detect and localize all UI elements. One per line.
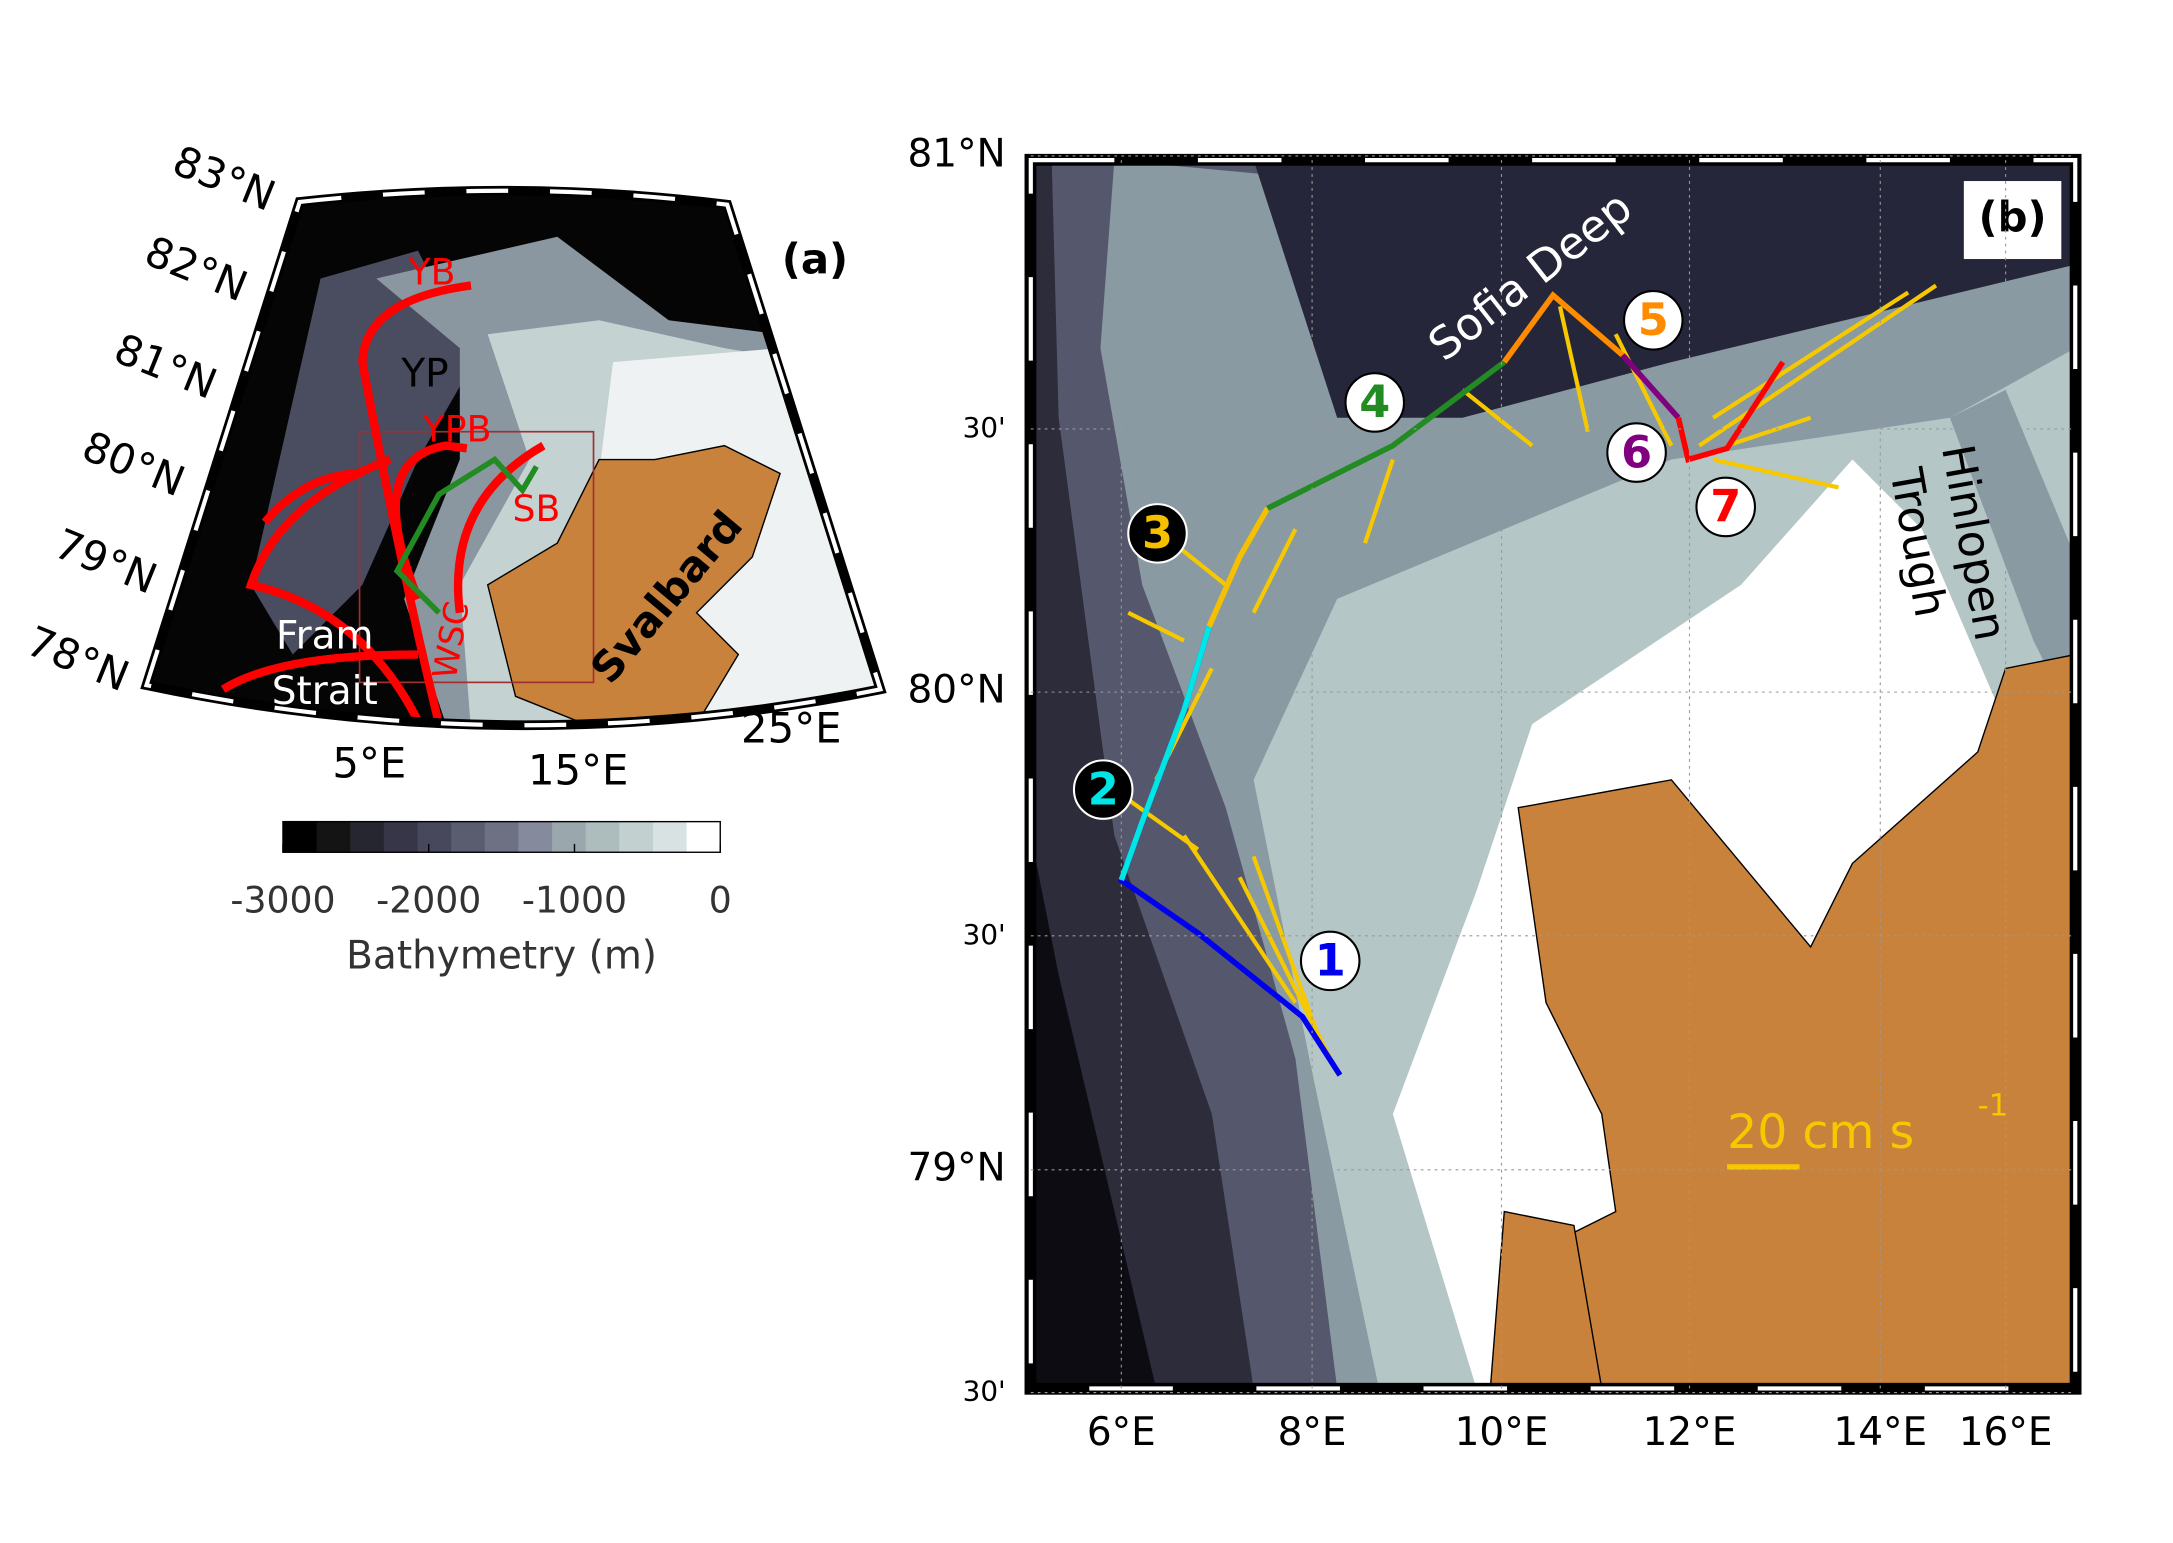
station-label: 1 (1315, 935, 1346, 987)
station-marker (1072, 759, 1134, 820)
panel-b-frame-dash (1028, 158, 2078, 1391)
lat-label: 30' (963, 411, 1006, 444)
scale-label: 20 cm s (1727, 1105, 1914, 1160)
station-label: 5 (1638, 294, 1669, 346)
lon-label: 15°E (528, 745, 628, 794)
station-label: 3 (1142, 507, 1173, 559)
panel-a-frame-dash (143, 188, 884, 728)
colorbar-tick-label: -2000 (376, 878, 481, 921)
region-label: YP (400, 352, 448, 397)
colorbar-swatch (417, 821, 452, 853)
lon-label: 10°E (1455, 1410, 1549, 1455)
colorbar-swatch (552, 821, 587, 853)
colorbar-swatch (350, 821, 385, 853)
lat-label: 30' (963, 1375, 1006, 1408)
colorbar-tick-label: -1000 (522, 878, 627, 921)
colorbar-tick-label: 0 (709, 878, 732, 921)
panel-label: (a) (782, 234, 848, 283)
station-marker (1606, 422, 1667, 483)
lat-label: 80°N (907, 668, 1005, 713)
lat-label: 83°N (166, 136, 282, 221)
colorbar-swatch (619, 821, 654, 853)
fram-label: Fram (276, 613, 373, 658)
lat-label: 81°N (108, 324, 224, 409)
station-marker (1299, 930, 1361, 992)
station-marker (1127, 503, 1188, 564)
station-label: 6 (1621, 426, 1652, 478)
lat-label: 79°N (48, 519, 164, 604)
region-label: YPB (422, 408, 492, 451)
scale-exponent: -1 (1978, 1089, 2009, 1124)
lat-label: 80°N (76, 421, 192, 506)
fram-label: Strait (272, 669, 378, 714)
colorbar-label: Bathymetry (m) (346, 934, 657, 979)
lat-label: 81°N (907, 131, 1005, 176)
station-label: 2 (1088, 763, 1119, 815)
colorbar-swatch (316, 821, 351, 853)
station-marker (1344, 372, 1406, 433)
colorbar-swatch (585, 821, 621, 853)
panel-b-label-box (1963, 181, 2062, 260)
colorbar-tick-label: -3000 (230, 878, 335, 921)
panel-label: (b) (1979, 193, 2047, 242)
region-label: SB (513, 487, 561, 530)
station-label: 7 (1710, 481, 1741, 533)
region-label: YB (408, 250, 456, 293)
lat-label: 82°N (138, 226, 254, 311)
panel-a-map (146, 190, 881, 726)
colorbar-swatch (383, 821, 419, 853)
lat-label: 79°N (907, 1145, 1005, 1190)
colorbar-swatch (518, 821, 553, 853)
lon-label: 14°E (1833, 1410, 1927, 1455)
colorbar-swatch (282, 821, 318, 853)
colorbar-swatch (686, 821, 721, 853)
station-marker (1695, 476, 1756, 538)
station-marker (1622, 290, 1684, 351)
lat-label: 78°N (20, 616, 136, 701)
colorbar-swatch (652, 821, 688, 853)
colorbar-swatch (451, 821, 486, 853)
colorbar-frame (282, 820, 721, 853)
lon-label: 5°E (332, 738, 406, 787)
station-label: 4 (1359, 376, 1390, 428)
colorbar-swatch (484, 821, 520, 853)
lon-label: 8°E (1278, 1410, 1347, 1455)
lon-label: 12°E (1643, 1410, 1737, 1455)
lon-label: 16°E (1959, 1410, 2053, 1455)
lon-label: 6°E (1087, 1410, 1156, 1455)
lat-label: 30' (963, 918, 1006, 951)
lon-label: 25°E (741, 704, 841, 753)
panel-b-map (1030, 160, 2076, 1389)
